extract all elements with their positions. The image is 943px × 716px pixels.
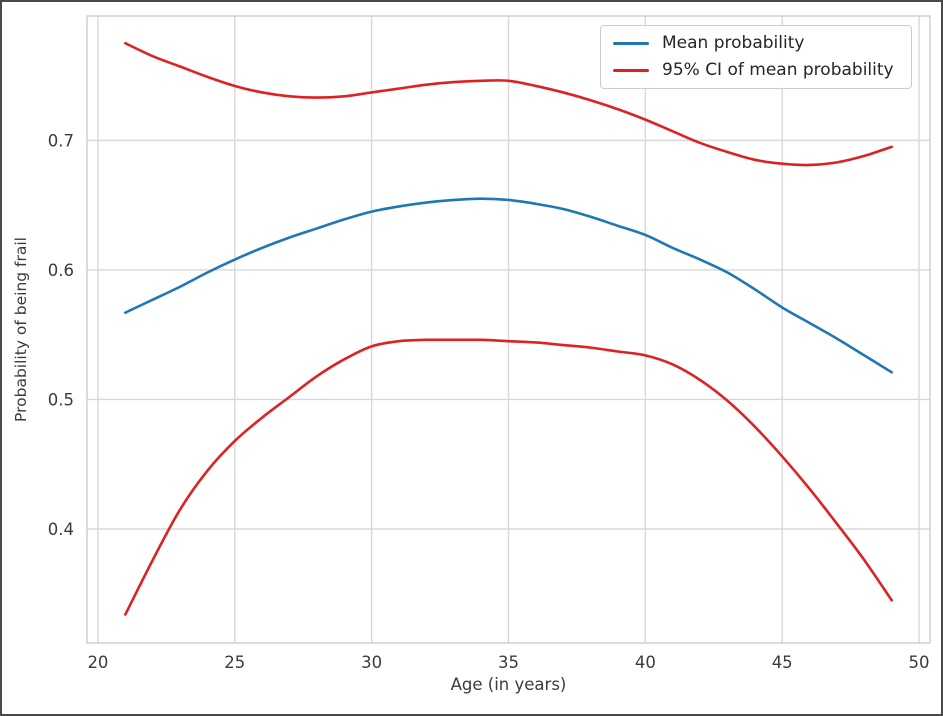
series-lines (124, 41, 893, 616)
y-tick-label: 0.5 (48, 390, 74, 409)
y-axis-label: Probability of being frail (12, 237, 30, 422)
x-tick-label: 25 (224, 653, 245, 672)
y-tick-label: 0.4 (48, 520, 74, 539)
x-tick-label: 30 (361, 653, 382, 672)
legend: Mean probability 95% CI of mean probabil… (600, 25, 912, 89)
legend-item-ci: 95% CI of mean probability (613, 60, 899, 80)
y-tick-label: 0.6 (48, 261, 74, 280)
ci-line-swatch-icon (613, 68, 649, 72)
x-tick-label: 40 (635, 653, 656, 672)
legend-label-ci: 95% CI of mean probability (662, 60, 894, 80)
x-axis-label: Age (in years) (451, 675, 567, 694)
mean-line-swatch-icon (613, 41, 649, 45)
x-tick-label: 35 (498, 653, 519, 672)
x-tick-label: 45 (772, 653, 793, 672)
y-tick-label: 0.7 (48, 131, 74, 150)
plot-border (86, 15, 931, 644)
series-line-ci-lower (124, 338, 893, 616)
x-tick-label: 50 (909, 653, 930, 672)
x-tick-label: 20 (87, 653, 108, 672)
y-tick-labels: 0.4 0.5 0.6 0.7 (48, 131, 74, 539)
series-line-ci-upper (124, 41, 893, 167)
legend-label-mean: Mean probability (662, 33, 805, 53)
gridlines (87, 16, 930, 643)
x-tick-labels: 20 25 30 35 40 45 50 (87, 653, 929, 672)
series-line-mean (124, 197, 893, 374)
legend-item-mean-probability: Mean probability (613, 33, 899, 53)
